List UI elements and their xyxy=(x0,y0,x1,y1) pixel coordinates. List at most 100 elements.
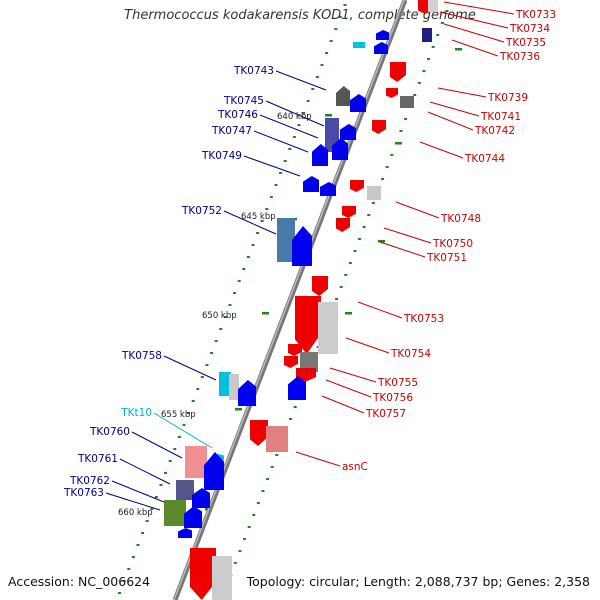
tick-mark xyxy=(205,364,209,366)
tick-mark xyxy=(399,130,403,132)
homolog-block xyxy=(185,446,207,478)
scale-label: 650 kbp xyxy=(202,311,237,321)
tick-mark xyxy=(431,46,435,48)
tick-mark xyxy=(417,82,421,84)
map-title: Thermococcus kodakarensis KOD1, complete… xyxy=(124,8,476,23)
label-leader xyxy=(451,39,499,57)
tick-mark xyxy=(315,76,319,78)
label-leader xyxy=(443,1,515,15)
homolog-block xyxy=(277,218,295,262)
gene-label: TK0748 xyxy=(440,213,481,225)
major-tick-mark xyxy=(395,142,402,145)
forward-gene xyxy=(178,528,192,538)
homolog-block xyxy=(176,480,194,500)
tick-mark xyxy=(150,508,154,510)
gene-label: asnC xyxy=(342,461,368,473)
tick-mark xyxy=(348,262,352,264)
forward-gene xyxy=(204,452,224,490)
major-tick-mark xyxy=(345,312,352,315)
tick-mark xyxy=(154,496,158,498)
forward-gene xyxy=(292,226,312,266)
tick-mark xyxy=(306,100,310,102)
tick-mark xyxy=(440,22,444,24)
tick-mark xyxy=(334,28,338,30)
tick-mark xyxy=(302,112,306,114)
major-tick-mark xyxy=(325,114,332,117)
label-leader xyxy=(295,451,341,467)
homolog-block xyxy=(164,500,186,526)
gene-label: TK0757 xyxy=(365,408,406,420)
reverse-gene xyxy=(288,344,302,356)
label-leader xyxy=(429,101,480,117)
tick-mark xyxy=(177,436,181,438)
homolog-block xyxy=(318,302,338,354)
gene-label: TK0745 xyxy=(223,95,264,107)
forward-gene xyxy=(350,94,366,112)
tick-mark xyxy=(260,220,264,222)
label-leader xyxy=(427,111,474,131)
tick-mark xyxy=(223,316,227,318)
tick-mark xyxy=(131,556,135,558)
tick-mark xyxy=(338,16,342,18)
tick-mark xyxy=(353,250,357,252)
major-tick-mark xyxy=(378,240,385,243)
label-leader xyxy=(153,412,213,449)
tick-mark xyxy=(219,328,223,330)
tick-mark xyxy=(251,244,255,246)
gene-label: TK0753 xyxy=(403,313,444,325)
label-leader xyxy=(105,492,161,511)
tick-mark xyxy=(385,166,389,168)
label-leader xyxy=(223,210,277,235)
scale-label: 660 kbp xyxy=(118,508,153,518)
tick-mark xyxy=(210,352,214,354)
gene-label: TK0761 xyxy=(77,453,118,465)
tick-mark xyxy=(252,514,256,516)
tick-mark xyxy=(445,10,449,12)
gene-label: TK0760 xyxy=(89,426,130,438)
tick-mark xyxy=(283,160,287,162)
gene-label: TK0755 xyxy=(377,377,418,389)
label-leader xyxy=(437,87,487,98)
forward-gene xyxy=(336,86,350,106)
gene-label: TKt10 xyxy=(120,407,152,419)
forward-gene xyxy=(332,138,348,160)
tick-mark xyxy=(362,226,366,228)
forward-gene xyxy=(312,144,328,166)
tick-mark xyxy=(289,418,293,420)
tick-mark xyxy=(320,64,324,66)
tick-mark xyxy=(191,400,195,402)
tick-mark xyxy=(358,238,362,240)
label-leader xyxy=(243,155,301,177)
label-leader xyxy=(163,355,217,381)
reverse-gene xyxy=(372,120,386,134)
tick-mark xyxy=(265,208,269,210)
tick-mark xyxy=(187,412,191,414)
forward-gene xyxy=(303,176,319,192)
forward-gene xyxy=(340,124,356,140)
gene-label: TK0749 xyxy=(201,150,242,162)
scale-label: 655 kbp xyxy=(161,410,196,420)
tick-mark xyxy=(427,58,431,60)
tick-mark xyxy=(329,40,333,42)
tick-mark xyxy=(275,454,279,456)
tick-mark xyxy=(335,298,339,300)
gene-label: TK0763 xyxy=(63,487,104,499)
tick-mark xyxy=(343,4,347,6)
homolog-block xyxy=(229,374,239,400)
gene-label: TK0739 xyxy=(487,92,528,104)
tick-mark xyxy=(279,172,283,174)
label-leader xyxy=(325,379,372,398)
reverse-gene xyxy=(312,276,328,296)
tick-mark xyxy=(344,274,348,276)
tick-mark xyxy=(164,472,168,474)
tick-mark xyxy=(381,178,385,180)
label-leader xyxy=(345,337,390,354)
forward-gene xyxy=(184,506,202,528)
homolog-block xyxy=(428,0,438,12)
reverse-gene xyxy=(350,180,364,192)
label-leader xyxy=(259,114,319,139)
forward-gene xyxy=(288,376,306,400)
major-tick-mark xyxy=(235,408,242,411)
gene-label: TK0735 xyxy=(505,37,546,49)
